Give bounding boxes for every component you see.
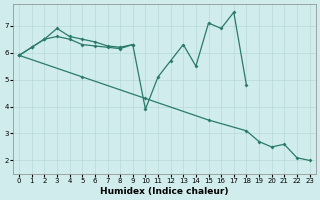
- X-axis label: Humidex (Indice chaleur): Humidex (Indice chaleur): [100, 187, 228, 196]
